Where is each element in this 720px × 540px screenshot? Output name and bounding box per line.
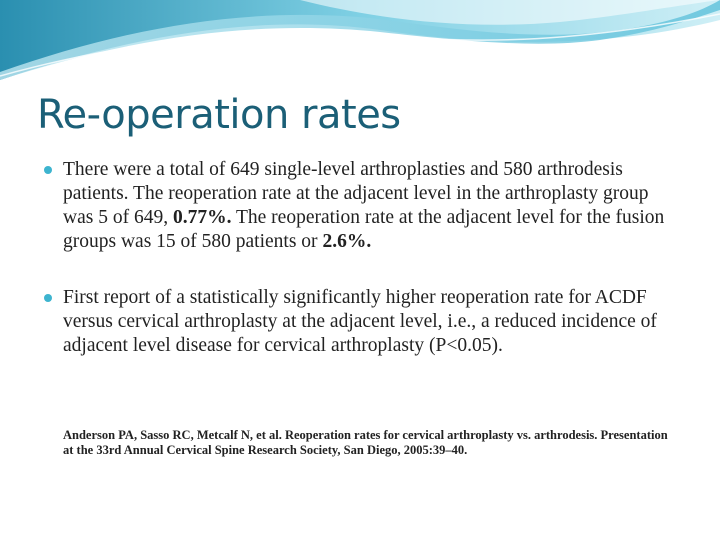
bold-text: 0.77%. <box>172 207 232 228</box>
bullet: First report of a statistically signific… <box>42 286 682 358</box>
bullet: There were a total of 649 single-level a… <box>42 158 682 254</box>
reference: Anderson PA, Sasso RC, Metcalf N, et al.… <box>63 428 668 457</box>
slide-title: Re-operation rates <box>37 92 401 138</box>
header-wave <box>0 0 720 80</box>
text: The reoperation rate at the adjacent lev… <box>63 207 665 252</box>
text: There were a total of 649 single-level a… <box>63 159 649 228</box>
bullet-list: There were a total of 649 single-level a… <box>42 158 682 390</box>
bold-text: 2.6%. <box>322 231 372 252</box>
text: First report of a statistically signific… <box>63 287 657 356</box>
